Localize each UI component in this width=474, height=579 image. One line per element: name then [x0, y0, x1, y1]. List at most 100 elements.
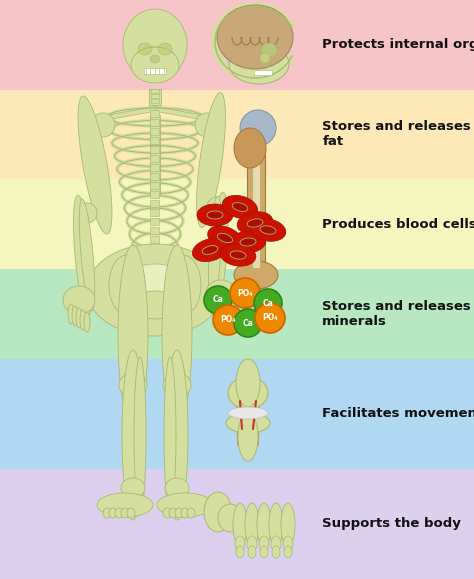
- Bar: [151, 109, 159, 116]
- Bar: [151, 181, 159, 189]
- Ellipse shape: [197, 93, 226, 228]
- Text: Ca: Ca: [212, 295, 223, 305]
- Ellipse shape: [248, 546, 256, 558]
- Ellipse shape: [192, 239, 228, 262]
- Ellipse shape: [134, 357, 146, 513]
- Bar: [151, 163, 159, 170]
- Ellipse shape: [210, 192, 228, 308]
- Ellipse shape: [207, 211, 223, 219]
- Ellipse shape: [166, 350, 188, 520]
- Ellipse shape: [260, 546, 268, 558]
- Ellipse shape: [271, 536, 281, 552]
- Bar: [151, 119, 159, 126]
- Bar: [151, 218, 159, 225]
- Ellipse shape: [163, 373, 191, 397]
- Ellipse shape: [245, 503, 259, 547]
- Ellipse shape: [73, 195, 92, 315]
- Ellipse shape: [226, 304, 232, 322]
- Circle shape: [230, 278, 260, 308]
- Ellipse shape: [63, 286, 95, 314]
- Bar: [151, 155, 159, 162]
- Ellipse shape: [260, 226, 276, 234]
- Ellipse shape: [207, 197, 227, 217]
- Bar: [151, 173, 159, 179]
- Ellipse shape: [269, 503, 283, 547]
- Ellipse shape: [91, 113, 115, 137]
- Ellipse shape: [234, 261, 278, 289]
- Ellipse shape: [261, 43, 277, 57]
- Ellipse shape: [228, 377, 268, 409]
- Ellipse shape: [281, 503, 295, 547]
- Bar: [151, 236, 159, 243]
- Ellipse shape: [208, 226, 242, 250]
- Ellipse shape: [210, 296, 216, 314]
- Ellipse shape: [150, 55, 160, 63]
- Bar: [151, 280, 159, 288]
- Ellipse shape: [127, 508, 135, 518]
- Ellipse shape: [236, 359, 260, 407]
- Circle shape: [255, 303, 285, 333]
- Bar: [247, 155, 265, 275]
- Ellipse shape: [230, 251, 246, 259]
- Ellipse shape: [175, 508, 183, 518]
- Ellipse shape: [122, 350, 144, 520]
- Ellipse shape: [283, 536, 293, 552]
- Ellipse shape: [260, 53, 270, 63]
- Ellipse shape: [97, 493, 153, 517]
- Ellipse shape: [218, 300, 224, 318]
- Ellipse shape: [228, 407, 268, 419]
- Bar: [252, 163, 260, 267]
- Ellipse shape: [206, 280, 236, 306]
- Bar: [151, 99, 159, 103]
- Ellipse shape: [234, 128, 266, 168]
- Ellipse shape: [195, 113, 219, 137]
- Ellipse shape: [123, 9, 187, 81]
- Ellipse shape: [76, 308, 82, 328]
- Ellipse shape: [236, 546, 244, 558]
- Text: Ca: Ca: [243, 318, 254, 328]
- Ellipse shape: [162, 245, 192, 425]
- Circle shape: [204, 286, 232, 314]
- Ellipse shape: [118, 245, 148, 425]
- Ellipse shape: [218, 233, 233, 243]
- Ellipse shape: [233, 503, 247, 547]
- Bar: [0, 469, 474, 579]
- Ellipse shape: [157, 493, 213, 517]
- Ellipse shape: [164, 357, 176, 513]
- Ellipse shape: [68, 304, 74, 324]
- Ellipse shape: [165, 255, 201, 315]
- Bar: [0, 269, 474, 359]
- Ellipse shape: [272, 546, 280, 558]
- Ellipse shape: [80, 310, 86, 330]
- Bar: [151, 127, 159, 134]
- Ellipse shape: [72, 306, 78, 326]
- Text: Supports the body: Supports the body: [322, 518, 461, 530]
- Polygon shape: [108, 107, 157, 119]
- Bar: [149, 89, 161, 105]
- Ellipse shape: [235, 536, 245, 552]
- Text: Protects internal organs: Protects internal organs: [322, 38, 474, 51]
- Text: Produces blood cells: Produces blood cells: [322, 218, 474, 230]
- Bar: [0, 0, 474, 90]
- Ellipse shape: [226, 413, 270, 433]
- Bar: [151, 89, 159, 93]
- Ellipse shape: [121, 478, 145, 498]
- Bar: [151, 145, 159, 152]
- Ellipse shape: [202, 245, 218, 254]
- Ellipse shape: [240, 238, 256, 246]
- Ellipse shape: [77, 203, 97, 223]
- Ellipse shape: [259, 536, 269, 552]
- Ellipse shape: [117, 264, 193, 316]
- Bar: [151, 200, 159, 207]
- Ellipse shape: [209, 196, 222, 304]
- Ellipse shape: [214, 298, 220, 316]
- Ellipse shape: [217, 5, 293, 69]
- Ellipse shape: [158, 43, 172, 55]
- Ellipse shape: [163, 508, 171, 518]
- Text: Stores and releases
minerals: Stores and releases minerals: [322, 300, 471, 328]
- Ellipse shape: [169, 508, 177, 518]
- Ellipse shape: [240, 110, 276, 146]
- Polygon shape: [153, 107, 202, 119]
- Text: Stores and releases
fat: Stores and releases fat: [322, 120, 471, 148]
- Ellipse shape: [115, 508, 123, 518]
